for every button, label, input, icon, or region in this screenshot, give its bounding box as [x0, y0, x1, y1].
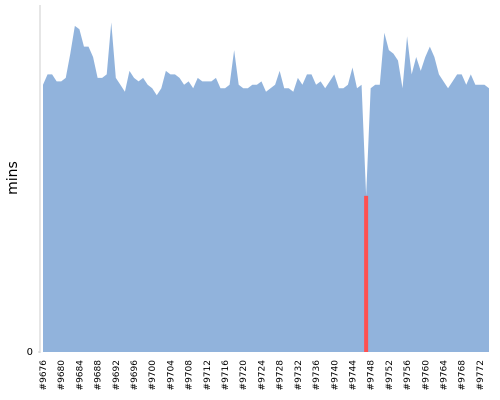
x-tick-label: #9744 [348, 360, 358, 391]
x-tick-label: #9712 [203, 360, 213, 390]
x-tick-label: #9768 [458, 360, 468, 391]
x-tick-label: #9716 [221, 360, 231, 391]
highlight-bar [364, 195, 369, 352]
x-tick-label: #9728 [276, 360, 286, 391]
x-tick-label: #9704 [166, 360, 176, 391]
x-tick-label: #9740 [330, 360, 340, 391]
x-tick-label: #9752 [385, 360, 395, 390]
x-tick-label: #9736 [312, 360, 322, 391]
x-tick-label: #9756 [403, 360, 413, 391]
x-tick-label: #9688 [94, 360, 104, 391]
x-tick-label: #9760 [421, 360, 431, 391]
x-tick-label: #9720 [239, 360, 249, 391]
x-tick-label: #9708 [185, 360, 195, 391]
x-tick-label: #9724 [257, 360, 267, 391]
x-tick-label: #9692 [112, 360, 122, 390]
y-axis-label: mins [5, 161, 21, 195]
y-tick-label: 0 [27, 347, 33, 358]
x-tick-label: #9748 [367, 360, 377, 391]
x-tick-label: #9696 [130, 360, 140, 391]
area [43, 22, 489, 352]
x-tick-label: #9676 [39, 360, 49, 391]
x-tick-label: #9764 [439, 360, 449, 391]
x-tick-label: #9680 [57, 360, 67, 391]
x-tick-label: #9772 [476, 360, 486, 390]
x-tick-label: #9700 [148, 360, 158, 391]
x-tick-label: #9684 [75, 360, 85, 391]
x-tick-label: #9732 [294, 360, 304, 390]
